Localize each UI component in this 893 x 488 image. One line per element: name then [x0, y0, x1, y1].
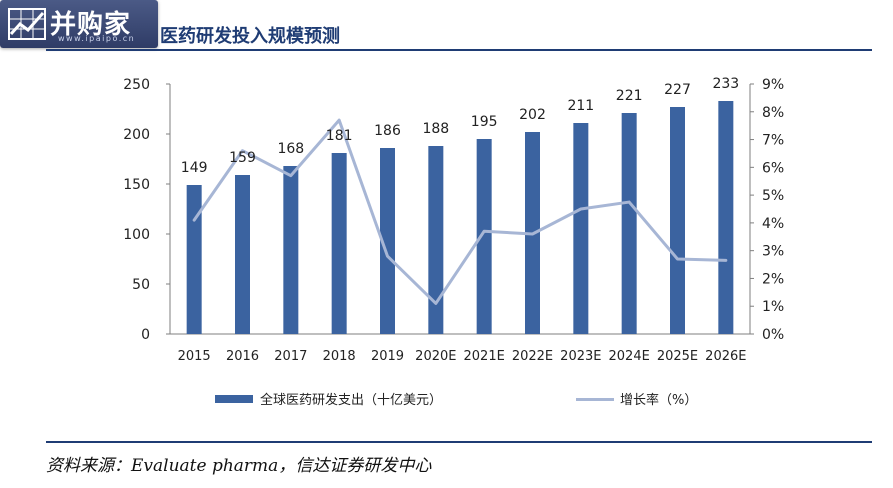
watermark-logo: 并购家 www.ipaipo.cn: [0, 0, 158, 48]
left-axis-tick-label: 0: [141, 327, 150, 343]
bar-data-label: 186: [374, 123, 401, 139]
right-axis-tick-label: 5%: [762, 188, 784, 204]
left-axis-tick-label: 50: [132, 277, 150, 293]
legend-bar-label: 全球医药研发支出（十亿美元）: [260, 393, 443, 408]
x-axis-tick-label: 2023E: [560, 349, 601, 364]
title-divider: [46, 49, 872, 51]
bar-data-label: 159: [229, 150, 256, 166]
right-axis-tick-label: 0%: [762, 327, 784, 343]
right-axis-tick-label: 7%: [762, 133, 784, 149]
x-axis-tick-label: 2026E: [705, 349, 746, 364]
bar-data-label: 195: [471, 114, 498, 130]
watermark-brand: 并购家: [50, 10, 132, 40]
legend-bar-swatch: [215, 395, 253, 403]
chart-title: 医药研发投入规模预测: [160, 26, 340, 47]
x-axis-tick-label: 2024E: [609, 349, 650, 364]
right-axis-tick-label: 4%: [762, 216, 784, 232]
x-axis-tick-label: 2025E: [657, 349, 698, 364]
right-axis-tick-label: 8%: [762, 105, 784, 121]
bar: [380, 148, 395, 334]
growth-line: [192, 118, 728, 305]
bar-data-label: 149: [181, 160, 208, 176]
left-axis-tick-label: 200: [123, 127, 150, 143]
x-axis-tick-label: 2015: [178, 349, 211, 364]
chart-axes: 0 50 100 150 200 250 0% 1% 2% 3% 4% 5% 6% 7% 8% 9% 2015 2…: [123, 77, 784, 364]
legend-line-swatch: [576, 398, 614, 401]
growth-line-series: [192, 118, 728, 305]
bar-data-label: 227: [664, 82, 691, 98]
x-axis-tick-label: 2022E: [512, 349, 553, 364]
bar: [283, 166, 299, 334]
bar-data-label: 188: [422, 121, 449, 137]
bar: [718, 101, 734, 334]
bar-data-label: 181: [326, 128, 353, 144]
right-axis-tick-label: 9%: [762, 77, 784, 93]
bar-data-label: 202: [519, 107, 546, 123]
source-divider: [46, 441, 872, 443]
right-axis-tick-label: 1%: [762, 299, 784, 315]
bar-data-label: 211: [567, 98, 594, 114]
bar: [573, 123, 589, 334]
bar-data-label: 168: [277, 141, 304, 157]
legend-line-label: 增长率（%）: [620, 393, 698, 408]
bar-data-label: 233: [712, 76, 739, 92]
x-axis-tick-label: 2020E: [415, 349, 456, 364]
bar-data-label: 221: [616, 88, 643, 104]
right-axis-tick-label: 2%: [762, 271, 784, 287]
left-axis-tick-label: 250: [123, 77, 150, 93]
chart-logo-icon: [8, 8, 46, 40]
bar: [428, 146, 444, 334]
watermark-url: www.ipaipo.cn: [58, 34, 136, 43]
x-axis-tick-label: 2018: [323, 349, 356, 364]
bar: [476, 139, 492, 334]
right-axis-tick-label: 3%: [762, 244, 784, 260]
bar: [670, 107, 685, 334]
right-axis-tick-label: 6%: [762, 160, 784, 176]
x-axis-tick-label: 2019: [371, 349, 404, 364]
bar: [621, 113, 637, 334]
data-labels: 149 159 168 181 186 188 195 202 211 221 227 233: [181, 76, 739, 176]
bar: [235, 175, 250, 334]
x-axis-tick-label: 2017: [274, 349, 307, 364]
x-axis-tick-label: 2021E: [464, 349, 505, 364]
left-axis-tick-label: 150: [123, 177, 150, 193]
bar-series: [186, 101, 734, 334]
bar: [331, 153, 347, 334]
x-axis-tick-label: 2016: [226, 349, 259, 364]
source-note: 资料来源：Evaluate pharma，信达证券研发中心: [46, 456, 432, 476]
left-axis-tick-label: 100: [123, 227, 150, 243]
bar: [186, 185, 202, 334]
